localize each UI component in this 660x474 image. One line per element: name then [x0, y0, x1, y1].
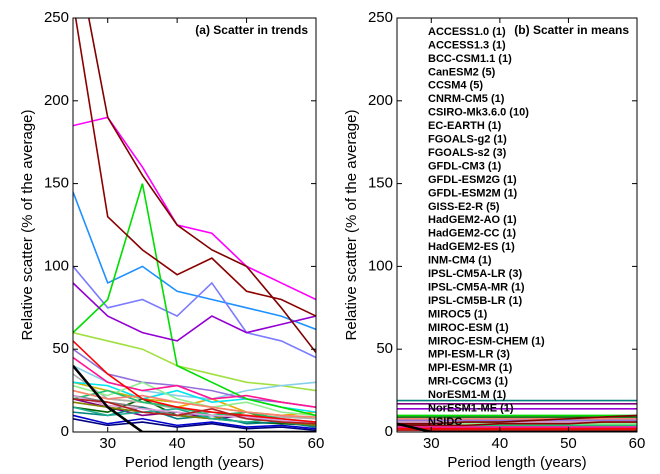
legend-entry: NSIDC	[428, 416, 462, 428]
x-tick-label: 30	[99, 435, 116, 452]
legend-entry: FGOALS-g2 (1)	[428, 134, 507, 146]
series-line	[397, 421, 637, 427]
y-tick-label: 200	[368, 92, 393, 109]
y-tick-label: 0	[385, 423, 393, 440]
series-line	[73, 394, 316, 423]
y-tick-label: 0	[61, 423, 69, 440]
series-line	[73, 331, 316, 392]
legend-entry: EC-EARTH (1)	[428, 120, 502, 132]
panel-title: (a) Scatter in trends	[195, 23, 308, 37]
legend-entry: CCSM4 (5)	[428, 80, 483, 92]
legend-entry: MIROC-ESM-CHEM (1)	[428, 335, 545, 347]
legend-entry: GFDL-ESM2M (1)	[428, 187, 518, 199]
legend-entry: ACCESS1.3 (1)	[428, 39, 506, 51]
lines	[397, 399, 637, 432]
legend-entry: BCC-CSM1.1 (1)	[428, 53, 512, 65]
legend-entry: IPSL-CM5A-LR (3)	[428, 268, 522, 280]
legend-entry: CSIRO-Mk3.6.0 (10)	[428, 107, 529, 119]
series-line	[73, 356, 316, 408]
y-tick-label: 100	[44, 257, 69, 274]
series-line	[73, 414, 316, 430]
x-axis-label: Period length (years)	[447, 454, 586, 471]
legend-entry: MIROC-ESM (1)	[428, 322, 509, 334]
series-line	[73, 417, 316, 432]
panel: 0 50 100 150 200 250 30 40 50 60 Period length (ye…	[19, 9, 325, 471]
legend-entry: MPI-ESM-LR (3)	[428, 349, 510, 361]
axes-frame	[396, 17, 638, 433]
legend-entry: GISS-E2-R (5)	[428, 201, 500, 213]
legend-entry: NorESM1-ME (1)	[428, 403, 514, 415]
x-tick-label: 40	[492, 435, 509, 452]
series-line	[73, 183, 316, 417]
legend-entry: NorESM1-M (1)	[428, 389, 507, 401]
legend-entry: GFDL-ESM2G (1)	[428, 174, 517, 186]
legend-entry: MRI-CGCM3 (1)	[428, 376, 508, 388]
series-line	[74, 18, 316, 317]
legend-entry: FGOALS-s2 (3)	[428, 147, 507, 159]
legend-entry: ACCESS1.0 (1)	[428, 26, 506, 38]
x-tick-label: 50	[238, 435, 255, 452]
y-tick-label: 150	[44, 175, 69, 192]
x-tick-label: 30	[423, 435, 440, 452]
x-tick-label: 60	[629, 435, 646, 452]
y-tick-label: 50	[52, 340, 69, 357]
legend-entry: MIROC5 (1)	[428, 308, 488, 320]
y-axis-label: Relative scatter (% of the average)	[19, 110, 36, 341]
legend-entry: IPSL-CM5A-MR (1)	[428, 281, 525, 293]
legend-entry: CanESM2 (5)	[428, 66, 496, 78]
panel-title: (b) Scatter in means	[514, 23, 629, 37]
legend-entry: GFDL-CM3 (1)	[428, 160, 502, 172]
series-line	[73, 373, 316, 420]
series-line	[73, 282, 316, 342]
legend-entry: CNRM-CM5 (1)	[428, 93, 505, 105]
series-line	[73, 265, 316, 359]
legend-entry: HadGEM2-AO (1)	[428, 214, 517, 226]
x-axis-label: Period length (years)	[125, 454, 264, 471]
plot-area	[397, 18, 637, 432]
legend-entry: HadGEM2-CC (1)	[428, 228, 516, 240]
y-tick-label: 250	[368, 9, 393, 26]
plot-area	[73, 18, 316, 432]
panel: 0 50 100 150 200 250 30 40 50 60 Period length (ye…	[343, 9, 645, 471]
legend-entry: HadGEM2-ES (1)	[428, 241, 515, 253]
series-line	[397, 414, 637, 425]
y-tick-label: 150	[368, 175, 393, 192]
y-tick-label: 50	[376, 340, 393, 357]
legend-entry: INM-CM4 (1)	[428, 255, 492, 267]
series-line	[73, 389, 316, 418]
legend-entry: MPI-ESM-MR (1)	[428, 362, 513, 374]
x-tick-label: 40	[169, 435, 186, 452]
y-tick-label: 200	[44, 92, 69, 109]
lines	[73, 18, 316, 432]
series-line	[73, 340, 316, 423]
series-line	[73, 398, 316, 425]
x-tick-label: 60	[308, 435, 325, 452]
x-tick-label: 50	[560, 435, 577, 452]
series-line	[87, 18, 316, 354]
y-tick-label: 250	[44, 9, 69, 26]
axes-frame	[72, 17, 317, 433]
y-axis-label: Relative scatter (% of the average)	[343, 110, 360, 341]
legend-entry: IPSL-CM5B-LR (1)	[428, 295, 522, 307]
y-tick-label: 100	[368, 257, 393, 274]
series-line	[73, 364, 316, 432]
